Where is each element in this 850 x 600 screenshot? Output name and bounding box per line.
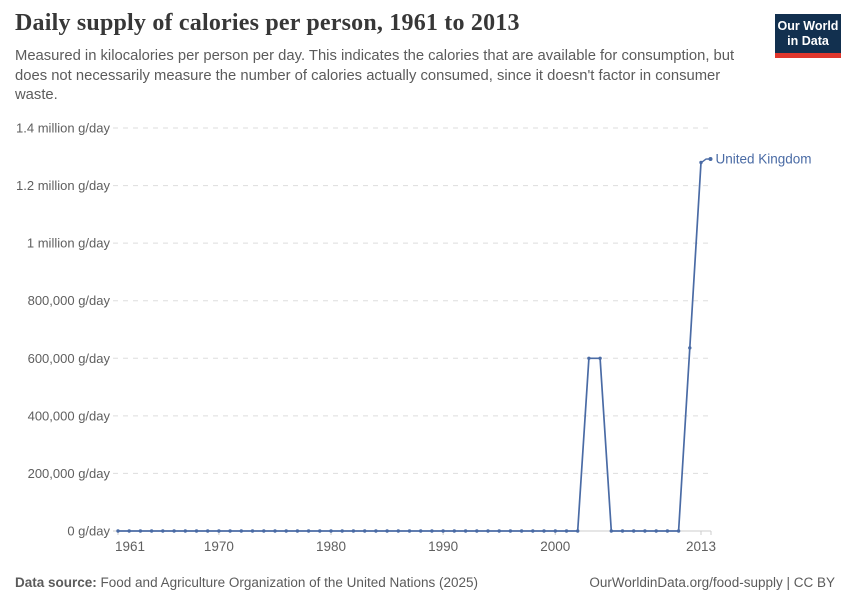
data-point[interactable] xyxy=(564,529,569,533)
data-source-label: Data source: xyxy=(15,575,97,590)
data-point[interactable] xyxy=(149,529,154,533)
data-point[interactable] xyxy=(161,529,165,533)
chart-footer: Data source: Food and Agriculture Organi… xyxy=(15,575,835,590)
y-tick-label: 1.4 million g/day xyxy=(16,121,110,136)
data-point[interactable] xyxy=(127,529,131,533)
data-point[interactable] xyxy=(542,529,546,533)
data-point[interactable] xyxy=(463,529,468,533)
data-point[interactable] xyxy=(632,529,636,533)
data-point[interactable] xyxy=(239,529,243,533)
data-point[interactable] xyxy=(194,529,199,533)
data-point[interactable] xyxy=(374,529,378,533)
y-tick-label: 1 million g/day xyxy=(27,236,111,251)
data-point[interactable] xyxy=(508,529,513,533)
data-point[interactable] xyxy=(654,529,658,533)
x-tick-label: 1990 xyxy=(428,539,458,554)
data-source-text: Food and Agriculture Organization of the… xyxy=(96,575,479,590)
data-point[interactable] xyxy=(273,529,277,533)
entity-label[interactable]: United Kingdom xyxy=(716,152,812,167)
data-point[interactable] xyxy=(295,529,300,533)
data-point[interactable] xyxy=(172,529,176,533)
data-point[interactable] xyxy=(262,529,266,533)
data-point[interactable] xyxy=(306,529,311,533)
chart-subtitle: Measured in kilocalories per person per … xyxy=(15,48,735,104)
data-point[interactable] xyxy=(217,529,221,533)
data-point[interactable] xyxy=(351,529,356,533)
data-point[interactable] xyxy=(497,529,501,533)
data-point[interactable] xyxy=(250,529,255,533)
data-point[interactable] xyxy=(531,529,535,533)
data-point[interactable] xyxy=(138,529,143,533)
data-point[interactable] xyxy=(407,529,412,533)
x-tick-label: 1961 xyxy=(115,539,145,554)
owid-logo-text: Our World in Data xyxy=(775,14,841,53)
data-point[interactable] xyxy=(598,356,602,360)
x-tick-label: 2013 xyxy=(686,539,716,554)
data-point[interactable] xyxy=(620,529,625,533)
data-point[interactable] xyxy=(318,529,322,533)
data-point[interactable] xyxy=(486,529,490,533)
data-point[interactable] xyxy=(665,529,670,533)
data-point[interactable] xyxy=(609,529,613,533)
chart-header: Daily supply of calories per person, 196… xyxy=(15,10,777,106)
data-point[interactable] xyxy=(329,529,333,533)
data-point[interactable] xyxy=(553,529,557,533)
data-point[interactable] xyxy=(116,529,120,533)
y-tick-label: 600,000 g/day xyxy=(28,351,111,366)
data-point[interactable] xyxy=(430,529,434,533)
y-tick-label: 400,000 g/day xyxy=(28,408,111,423)
entity-label-connector xyxy=(701,158,710,163)
entity-label-dot xyxy=(708,157,713,161)
data-line[interactable] xyxy=(117,161,702,532)
data-point[interactable] xyxy=(419,529,423,533)
data-point[interactable] xyxy=(228,529,232,533)
data-point[interactable] xyxy=(340,529,344,533)
x-tick-label: 1970 xyxy=(204,539,234,554)
data-point[interactable] xyxy=(183,529,187,533)
data-point[interactable] xyxy=(676,529,681,533)
data-point[interactable] xyxy=(441,529,445,533)
owid-url-link[interactable]: OurWorldinData.org/food-supply | CC BY xyxy=(589,575,835,590)
x-tick-label: 2000 xyxy=(540,539,570,554)
data-point[interactable] xyxy=(643,529,647,533)
data-point[interactable] xyxy=(475,529,479,533)
y-tick-label: 800,000 g/day xyxy=(28,293,111,308)
data-point[interactable] xyxy=(284,529,288,533)
data-point[interactable] xyxy=(587,356,591,360)
data-point[interactable] xyxy=(206,529,210,533)
data-point[interactable] xyxy=(385,529,389,533)
y-tick-label: 200,000 g/day xyxy=(28,466,111,481)
page-title: Daily supply of calories per person, 196… xyxy=(15,10,520,36)
data-point[interactable] xyxy=(396,529,400,533)
data-point[interactable] xyxy=(452,529,456,533)
data-source-note: Data source: Food and Agriculture Organi… xyxy=(15,575,478,590)
owid-logo-line2: in Data xyxy=(787,33,829,48)
y-tick-label: 1.2 million g/day xyxy=(16,178,110,193)
data-point[interactable] xyxy=(519,529,524,533)
owid-logo-red-bar xyxy=(775,52,841,58)
owid-logo[interactable]: Our World in Data xyxy=(775,14,841,58)
data-point[interactable] xyxy=(688,346,692,350)
owid-logo-line1: Our World xyxy=(777,19,839,33)
x-tick-label: 1980 xyxy=(316,539,346,554)
data-point[interactable] xyxy=(576,529,580,533)
y-tick-label: 0 g/day xyxy=(67,524,110,539)
data-point[interactable] xyxy=(363,529,367,533)
